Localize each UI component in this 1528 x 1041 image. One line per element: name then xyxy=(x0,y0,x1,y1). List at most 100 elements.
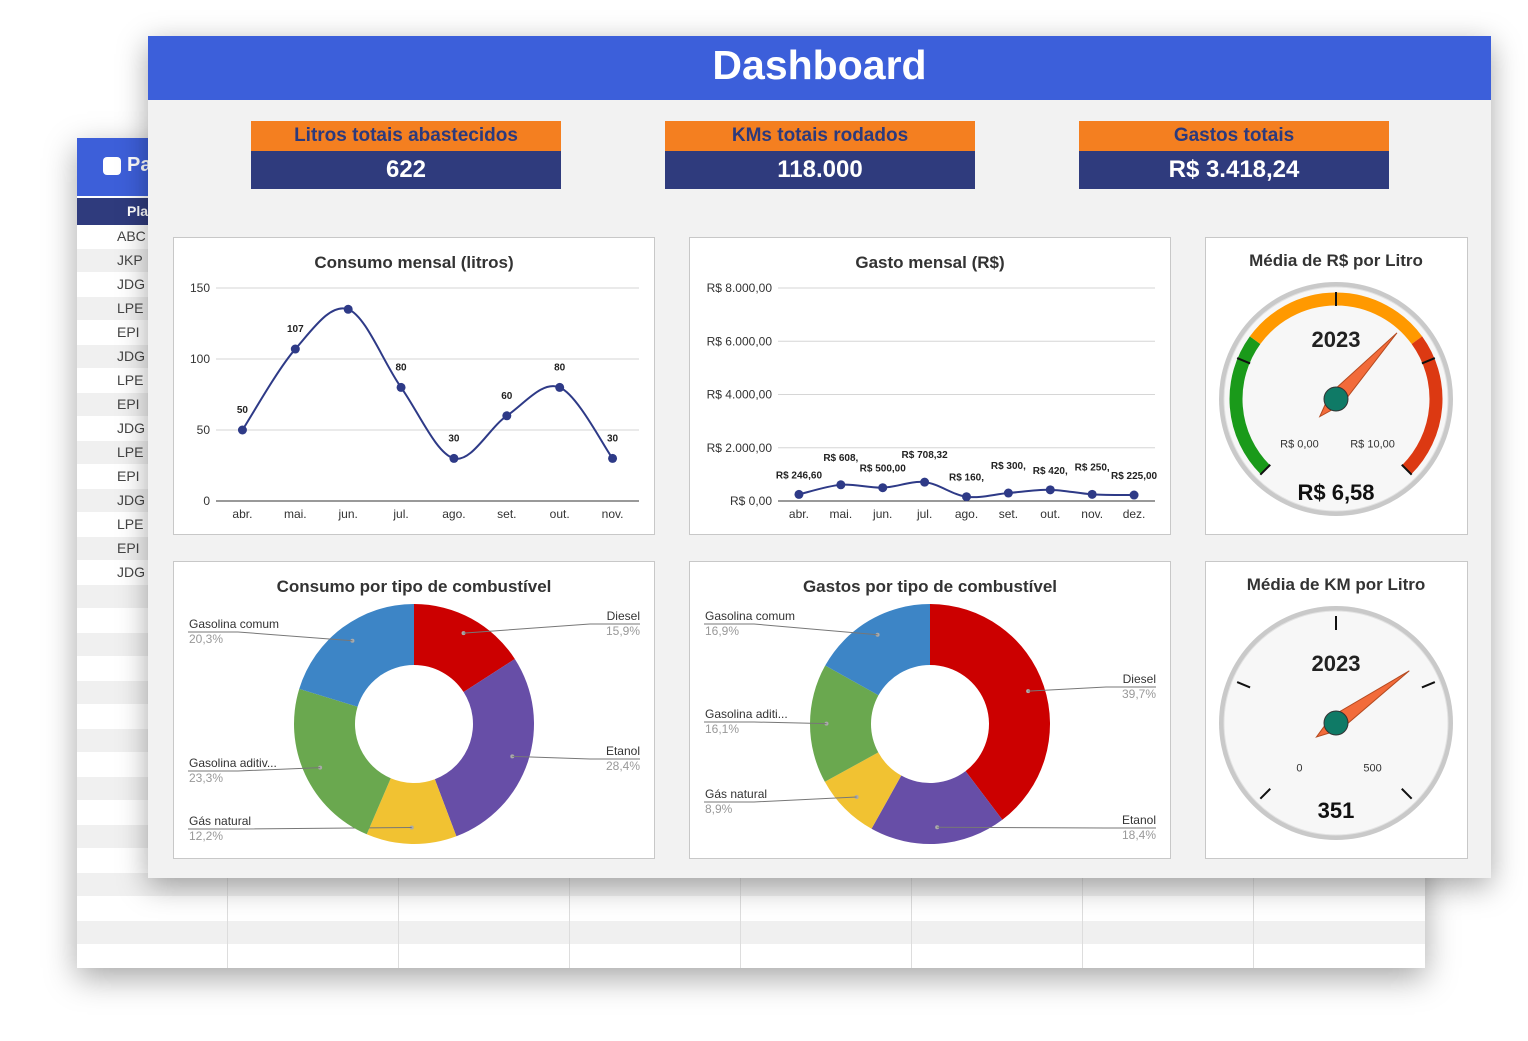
slice-label: Diesel xyxy=(607,609,640,623)
data-label: R$ 420, xyxy=(1033,466,1068,477)
gauge-card-rs-litro: Média de R$ por Litro 2023 R$ 0,00 R$ 10,00… xyxy=(1205,237,1468,535)
data-label: R$ 608, xyxy=(823,453,858,464)
kpi-label: KMs totais rodados xyxy=(665,121,975,151)
sheet-row xyxy=(77,921,1425,945)
data-label: 30 xyxy=(448,433,460,444)
dashboard-title: Dashboard xyxy=(712,42,927,88)
gauge-year: 2023 xyxy=(1312,651,1361,676)
chart-title: Consumo por tipo de combustível xyxy=(277,577,552,596)
leader-line xyxy=(512,755,640,760)
y-tick-label: 150 xyxy=(190,281,210,295)
data-point xyxy=(502,411,512,421)
sheet-cell: JDG xyxy=(117,492,145,508)
data-point xyxy=(555,382,565,392)
data-label: R$ 250, xyxy=(1075,462,1110,473)
leader-line xyxy=(704,721,827,725)
sheet-cell: LPE xyxy=(117,444,144,460)
leader-line xyxy=(463,623,640,634)
slice-label: Etanol xyxy=(606,744,640,758)
pie-slice xyxy=(810,665,879,782)
kpi-value: R$ 3.418,24 xyxy=(1079,151,1389,189)
pie-slice xyxy=(824,752,902,829)
gauge-hub xyxy=(1323,386,1349,412)
data-point xyxy=(608,453,618,463)
slice-percent: 18,4% xyxy=(1122,828,1156,842)
data-label: 60 xyxy=(501,391,513,402)
leader-dot xyxy=(854,794,859,799)
sheet-cell: JDG xyxy=(117,276,145,292)
slice-percent: 39,7% xyxy=(1122,687,1156,701)
consumo-mensal-chart: Consumo mensal (litros) 0 50 100 150 abr. mai.… xyxy=(190,253,639,521)
y-tick-label: R$ 8.000,00 xyxy=(707,281,773,295)
gauge-min-label: R$ 0,00 xyxy=(1280,439,1319,451)
sheet-cell: JDG xyxy=(117,420,145,436)
gasto-mensal-chart: Gasto mensal (R$) R$ 0,00 R$ 2.000,00 R$ 4.… xyxy=(707,253,1158,521)
leader-line xyxy=(704,623,878,636)
gauge-title: Média de R$ por Litro xyxy=(1249,251,1423,270)
pie-slice xyxy=(825,604,930,696)
sheet-cell: EPI xyxy=(117,540,140,556)
data-label: 107 xyxy=(287,324,304,335)
slice-percent: 16,9% xyxy=(705,624,739,638)
y-tick-label: 0 xyxy=(203,494,210,508)
gauge-km-litro: Média de KM por Litro 2023 0 500 351 xyxy=(1219,575,1453,840)
gauge-green-band xyxy=(1229,336,1270,475)
dashboard-panel: Dashboard Litros totais abastecidos 622 … xyxy=(148,36,1491,878)
x-tick-label: jul. xyxy=(916,507,932,521)
gauge-value: R$ 6,58 xyxy=(1297,480,1374,505)
leader-line xyxy=(188,631,353,642)
data-label: R$ 300, xyxy=(991,461,1026,472)
pie-slice xyxy=(414,604,515,693)
slice-percent: 8,9% xyxy=(705,802,733,816)
slice-label: Gás natural xyxy=(705,787,767,801)
x-tick-label: jun. xyxy=(872,507,892,521)
y-tick-label: R$ 4.000,00 xyxy=(707,388,773,402)
gauge-major-tick xyxy=(1421,357,1436,365)
data-point xyxy=(962,492,971,502)
slice-label: Gasolina comum xyxy=(189,617,279,631)
gauge-major-tick xyxy=(1259,464,1271,476)
gauge-major-tick xyxy=(1236,357,1251,365)
gauge-max-label: 500 xyxy=(1363,763,1381,775)
kpi-kms: KMs totais rodados 118.000 xyxy=(665,121,975,189)
data-point xyxy=(290,344,300,354)
sheet-cell: LPE xyxy=(117,372,144,388)
slice-percent: 23,3% xyxy=(189,771,223,785)
data-label: R$ 708,32 xyxy=(902,450,949,461)
slice-percent: 20,3% xyxy=(189,632,223,646)
kpi-value: 118.000 xyxy=(665,151,975,189)
gauge-min-label: 0 xyxy=(1296,763,1302,775)
x-tick-label: out. xyxy=(550,507,570,521)
slice-label: Diesel xyxy=(1123,672,1156,686)
chart-card-consumo-mensal: Consumo mensal (litros) 0 50 100 150 abr. mai.… xyxy=(173,237,655,535)
slice-label: Gás natural xyxy=(189,814,251,828)
data-label: R$ 500,00 xyxy=(860,464,907,475)
sheet-logo-icon xyxy=(103,157,121,175)
gauge-title: Média de KM por Litro xyxy=(1247,575,1426,594)
x-tick-label: set. xyxy=(497,507,516,521)
kpi-gastos: Gastos totais R$ 3.418,24 xyxy=(1079,121,1389,189)
kpi-value: 622 xyxy=(251,151,561,189)
gauge-rs-litro: Média de R$ por Litro 2023 R$ 0,00 R$ 10,00… xyxy=(1219,251,1453,516)
pie-slice xyxy=(930,604,1050,820)
slice-percent: 12,2% xyxy=(189,829,223,843)
sheet-cell: LPE xyxy=(117,516,144,532)
sheet-cell: JDG xyxy=(117,564,145,580)
gauge-red-band xyxy=(1402,336,1443,475)
x-tick-label: jun. xyxy=(338,507,358,521)
slice-label: Etanol xyxy=(1122,813,1156,827)
pie-slice xyxy=(294,688,391,835)
leader-line xyxy=(188,767,321,772)
chart-title: Consumo mensal (litros) xyxy=(314,253,513,272)
sheet-cell: LPE xyxy=(117,300,144,316)
leader-dot xyxy=(461,631,466,636)
x-tick-label: abr. xyxy=(789,507,809,521)
data-label: R$ 225,00 xyxy=(1111,471,1158,482)
gauge-major-tick xyxy=(1421,681,1436,689)
x-tick-label: set. xyxy=(999,507,1018,521)
gauge-major-tick xyxy=(1236,681,1251,689)
sheet-grid xyxy=(227,878,1425,968)
y-tick-label: 50 xyxy=(197,423,211,437)
data-point xyxy=(920,477,930,487)
sheet-column-label: Pla xyxy=(127,203,149,219)
